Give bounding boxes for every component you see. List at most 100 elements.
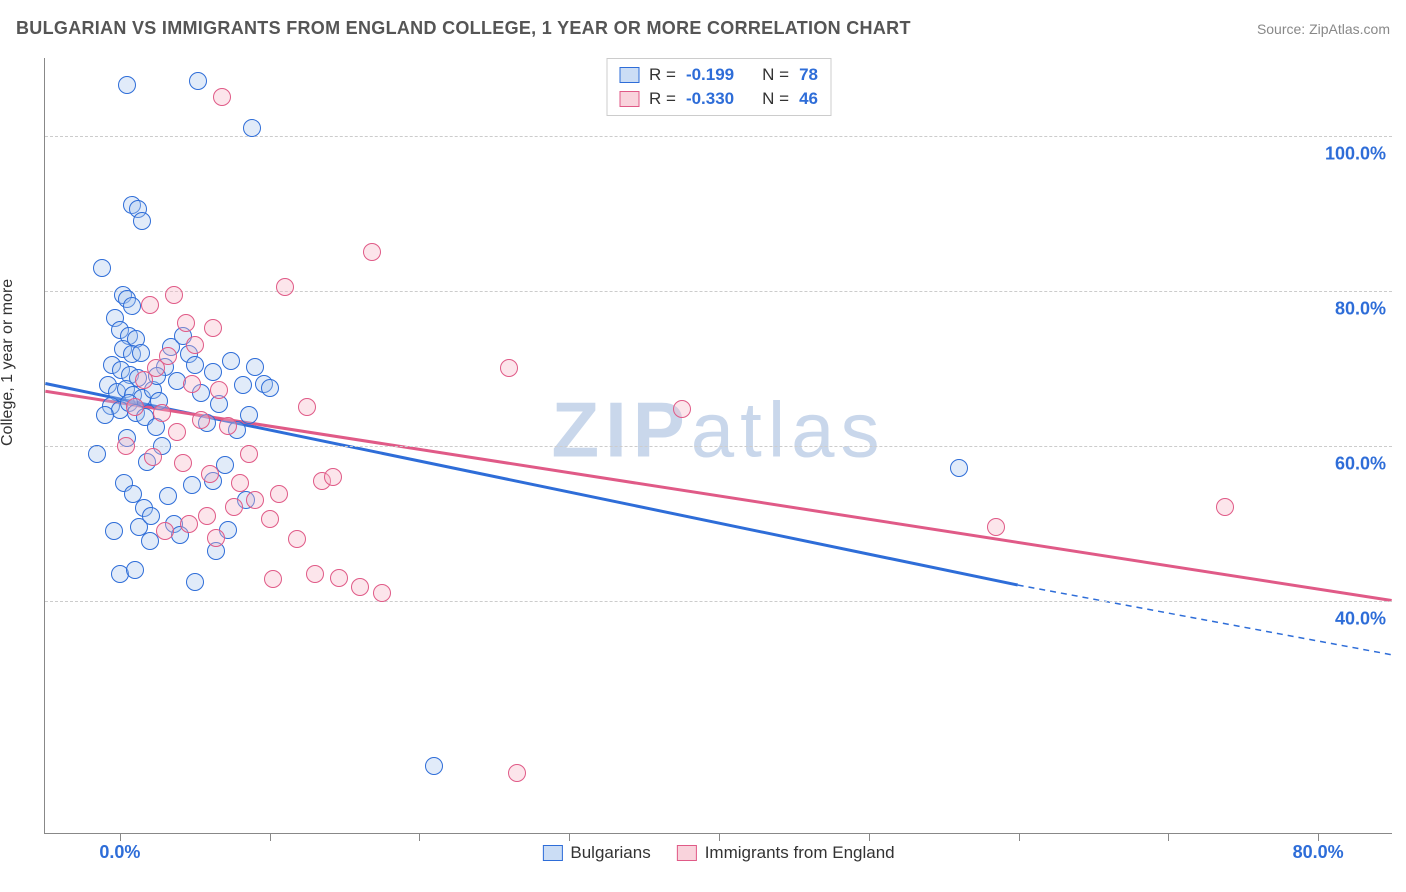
x-tick [419,833,420,841]
x-tick [1019,833,1020,841]
x-tick [270,833,271,841]
data-point-bulgarians [240,406,258,424]
data-point-england [373,584,391,602]
n-value-bulgarians: 78 [799,63,818,87]
data-point-england [168,423,186,441]
data-point-bulgarians [142,507,160,525]
data-point-england [126,398,144,416]
legend-row-bulgarians: R = -0.199 N = 78 [619,63,818,87]
series-legend: Bulgarians Immigrants from England [542,843,894,863]
data-point-england [219,417,237,435]
data-point-bulgarians [96,406,114,424]
data-point-england [141,296,159,314]
x-tick-label: 80.0% [1293,842,1344,863]
data-point-bulgarians [123,297,141,315]
x-tick [569,833,570,841]
legend-label-england: Immigrants from England [705,843,895,863]
data-point-bulgarians [186,356,204,374]
swatch-bulgarians-icon [542,845,562,861]
data-point-bulgarians [105,522,123,540]
x-tick-label: 0.0% [99,842,140,863]
data-point-england [288,530,306,548]
data-point-england [298,398,316,416]
data-point-england [177,314,195,332]
data-point-england [231,474,249,492]
x-tick [1318,833,1319,841]
r-label: R = [649,63,676,87]
x-tick [120,833,121,841]
legend-item-england: Immigrants from England [677,843,895,863]
data-point-england [987,518,1005,536]
data-point-bulgarians [124,485,142,503]
scatter-plot-area: ZIPatlas R = -0.199 N = 78 R = -0.330 N … [44,58,1392,834]
data-point-england [144,448,162,466]
y-tick-label: 60.0% [1335,454,1386,475]
watermark-suffix: atlas [691,386,886,474]
data-point-england [117,437,135,455]
data-point-england [240,445,258,463]
r-value-bulgarians: -0.199 [686,63,734,87]
source-link[interactable]: ZipAtlas.com [1309,21,1390,37]
data-point-england [156,522,174,540]
y-tick-label: 100.0% [1325,143,1386,164]
data-point-bulgarians [133,212,151,230]
data-point-bulgarians [132,344,150,362]
data-point-england [198,507,216,525]
data-point-england [225,498,243,516]
data-point-england [276,278,294,296]
data-point-england [180,515,198,533]
data-point-england [673,400,691,418]
data-point-england [246,491,264,509]
data-point-bulgarians [186,573,204,591]
n-value-england: 46 [799,87,818,111]
data-point-bulgarians [118,76,136,94]
data-point-england [186,336,204,354]
chart-title: BULGARIAN VS IMMIGRANTS FROM ENGLAND COL… [16,18,911,39]
data-point-england [204,319,222,337]
data-point-bulgarians [183,476,201,494]
legend-row-england: R = -0.330 N = 46 [619,87,818,111]
data-point-bulgarians [234,376,252,394]
data-point-england [306,565,324,583]
legend-item-bulgarians: Bulgarians [542,843,650,863]
swatch-england [619,91,639,107]
data-point-england [324,468,342,486]
swatch-england-icon [677,845,697,861]
data-point-england [500,359,518,377]
source-prefix: Source: [1257,21,1309,37]
watermark-prefix: ZIP [551,386,690,474]
data-point-bulgarians [261,379,279,397]
y-tick-label: 40.0% [1335,609,1386,630]
data-point-bulgarians [222,352,240,370]
data-point-england [264,570,282,588]
data-point-england [135,371,153,389]
x-tick [1168,833,1169,841]
data-point-england [1216,498,1234,516]
data-point-bulgarians [93,259,111,277]
r-value-england: -0.330 [686,87,734,111]
y-tick-label: 80.0% [1335,298,1386,319]
data-point-bulgarians [88,445,106,463]
data-point-england [363,243,381,261]
x-tick [719,833,720,841]
data-point-england [351,578,369,596]
correlation-legend: R = -0.199 N = 78 R = -0.330 N = 46 [606,58,831,116]
data-point-england [165,286,183,304]
y-axis-label: College, 1 year or more [0,279,17,446]
gridline [45,291,1392,292]
data-point-bulgarians [126,561,144,579]
legend-label-bulgarians: Bulgarians [570,843,650,863]
data-point-england [270,485,288,503]
x-tick [869,833,870,841]
data-point-england [153,404,171,422]
swatch-bulgarians [619,67,639,83]
data-point-england [213,88,231,106]
data-point-bulgarians [159,487,177,505]
data-point-bulgarians [189,72,207,90]
data-point-england [192,411,210,429]
data-point-bulgarians [243,119,261,137]
data-point-england [330,569,348,587]
data-point-england [261,510,279,528]
r-label: R = [649,87,676,111]
n-label: N = [762,87,789,111]
